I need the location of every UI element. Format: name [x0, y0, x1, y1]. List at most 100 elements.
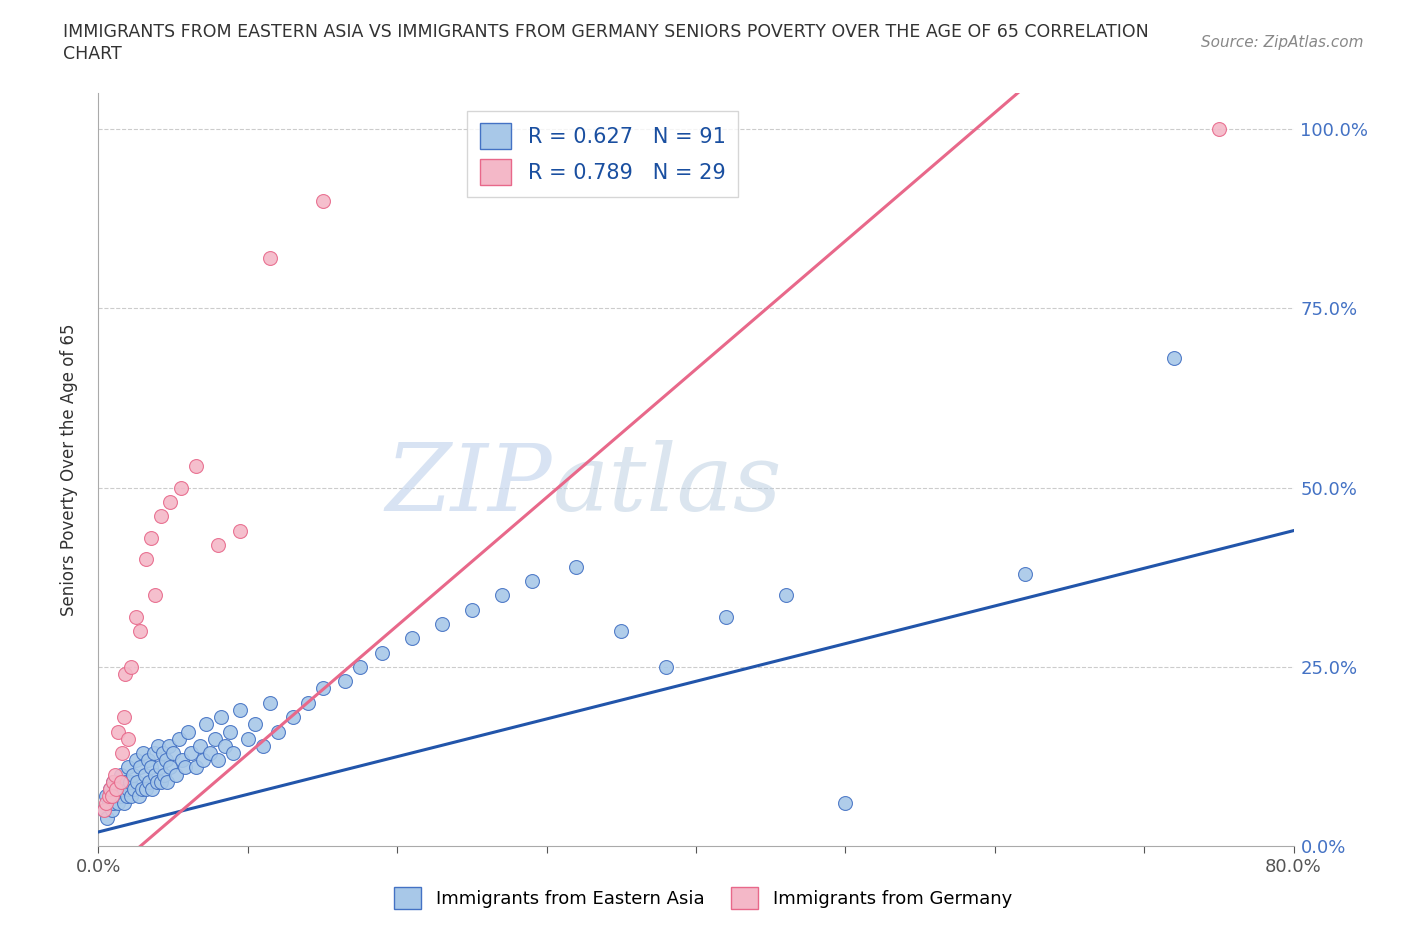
Point: [259, 696, 281, 711]
Point: [267, 724, 290, 739]
Point: [141, 781, 163, 796]
Point: [120, 659, 142, 674]
Point: [834, 796, 856, 811]
Point: [129, 624, 152, 639]
Point: [101, 789, 124, 804]
Point: [136, 752, 159, 767]
Point: [125, 752, 148, 767]
Text: IMMIGRANTS FROM EASTERN ASIA VS IMMIGRANTS FROM GERMANY SENIORS POVERTY OVER THE: IMMIGRANTS FROM EASTERN ASIA VS IMMIGRAN…: [63, 23, 1149, 41]
Point: [172, 752, 194, 767]
Point: [103, 796, 125, 811]
Point: [520, 574, 543, 589]
Point: [105, 781, 128, 796]
Point: [200, 746, 222, 761]
Point: [1208, 122, 1230, 137]
Point: [229, 702, 252, 717]
Point: [311, 681, 333, 696]
Point: [124, 781, 146, 796]
Point: [195, 717, 218, 732]
Point: [114, 667, 136, 682]
Point: [97, 789, 120, 804]
Point: [104, 789, 127, 804]
Point: [143, 588, 166, 603]
Point: [145, 775, 167, 790]
Point: [117, 731, 139, 746]
Point: [207, 752, 229, 767]
Point: [655, 659, 678, 674]
Point: [93, 803, 115, 817]
Text: Source: ZipAtlas.com: Source: ZipAtlas.com: [1201, 35, 1364, 50]
Point: [98, 781, 122, 796]
Point: [129, 760, 152, 775]
Point: [159, 760, 181, 775]
Point: [103, 775, 125, 790]
Point: [135, 551, 157, 566]
Point: [162, 746, 184, 761]
Point: [138, 775, 160, 790]
Point: [115, 789, 138, 804]
Point: [153, 767, 176, 782]
Point: [204, 731, 226, 746]
Text: CHART: CHART: [63, 45, 122, 62]
Point: [214, 738, 236, 753]
Point: [184, 760, 207, 775]
Point: [610, 624, 633, 639]
Point: [105, 781, 128, 796]
Point: [461, 602, 484, 617]
Point: [139, 530, 162, 545]
Point: [139, 760, 162, 775]
Point: [128, 789, 150, 804]
Point: [112, 796, 135, 811]
Point: [281, 710, 304, 724]
Point: [98, 781, 122, 796]
Point: [125, 609, 148, 624]
Point: [714, 609, 737, 624]
Point: [142, 746, 165, 761]
Point: [94, 789, 117, 804]
Point: [110, 775, 132, 790]
Point: [371, 645, 394, 660]
Point: [252, 738, 274, 753]
Point: [191, 752, 214, 767]
Text: atlas: atlas: [553, 440, 782, 530]
Point: [127, 775, 149, 790]
Point: [169, 480, 191, 495]
Point: [108, 775, 131, 790]
Point: [775, 588, 797, 603]
Point: [97, 796, 120, 811]
Point: [180, 746, 202, 761]
Point: [174, 760, 197, 775]
Point: [112, 710, 135, 724]
Point: [104, 767, 127, 782]
Point: [118, 775, 141, 790]
Point: [96, 810, 118, 825]
Point: [150, 509, 173, 524]
Point: [491, 588, 513, 603]
Point: [157, 738, 180, 753]
Point: [219, 724, 242, 739]
Point: [229, 524, 252, 538]
Point: [107, 796, 129, 811]
Point: [259, 250, 281, 265]
Point: [222, 746, 245, 761]
Point: [150, 775, 173, 790]
Point: [149, 760, 172, 775]
Legend: Immigrants from Eastern Asia, Immigrants from Germany: Immigrants from Eastern Asia, Immigrants…: [387, 880, 1019, 916]
Point: [209, 710, 232, 724]
Y-axis label: Seniors Poverty Over the Age of 65: Seniors Poverty Over the Age of 65: [59, 324, 77, 616]
Point: [297, 696, 319, 711]
Point: [565, 559, 588, 574]
Point: [117, 781, 139, 796]
Point: [121, 767, 143, 782]
Point: [111, 781, 134, 796]
Point: [236, 731, 259, 746]
Point: [165, 767, 187, 782]
Point: [333, 674, 356, 689]
Point: [430, 617, 453, 631]
Point: [107, 724, 129, 739]
Point: [132, 746, 155, 761]
Point: [134, 767, 156, 782]
Legend: R = 0.627   N = 91, R = 0.789   N = 29: R = 0.627 N = 91, R = 0.789 N = 29: [467, 111, 738, 197]
Point: [184, 458, 207, 473]
Point: [167, 731, 190, 746]
